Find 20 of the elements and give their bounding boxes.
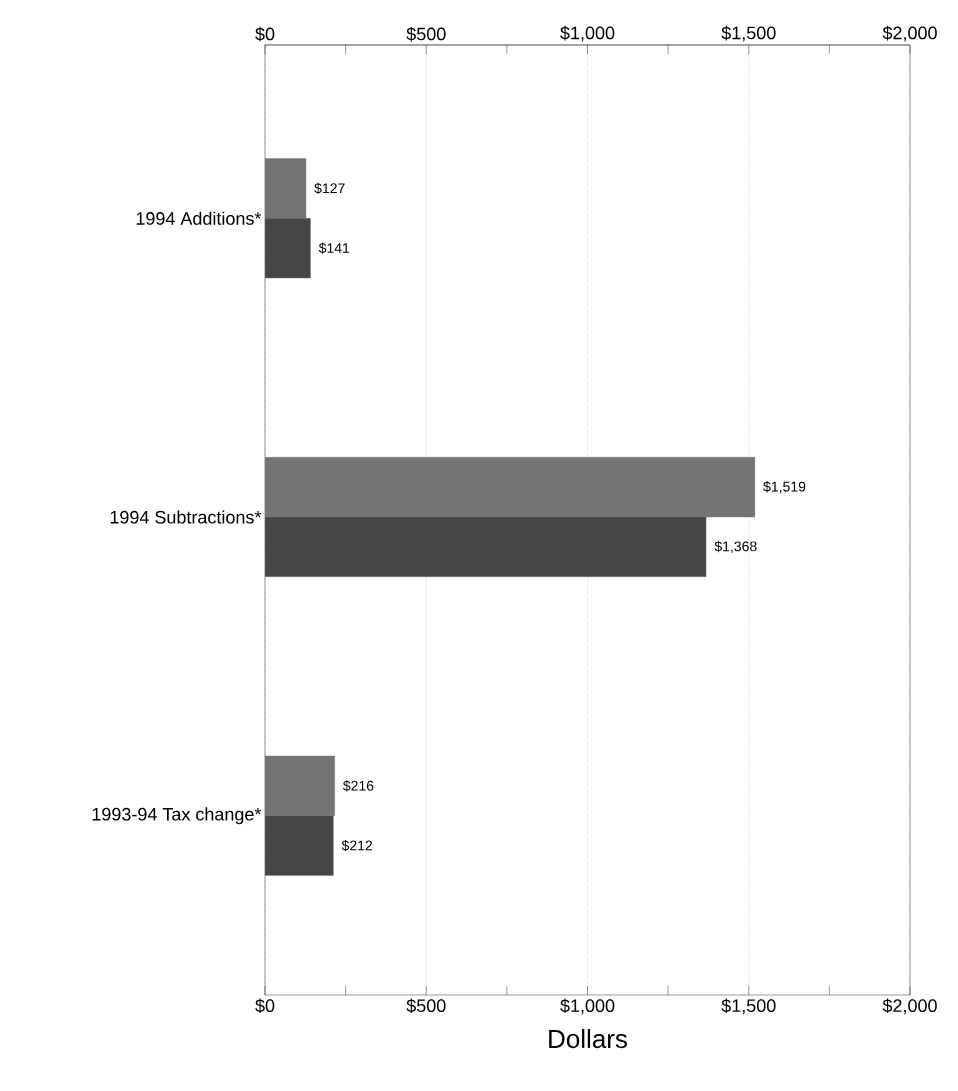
data-label: $1,519 <box>763 481 806 494</box>
x-tick-label: $2,000 <box>882 25 937 42</box>
x2-tick-label: $0 <box>255 998 275 1014</box>
data-label: $1,368 <box>714 540 757 553</box>
data-label: $212 <box>341 839 373 852</box>
x-tick-label: $500 <box>406 26 446 42</box>
data-label: $216 <box>343 780 374 792</box>
x2-tick-label: $1,000 <box>560 998 615 1015</box>
x2-tick-label: $1,500 <box>721 998 776 1015</box>
y-tick-label: 1994 Subtractions* <box>110 510 262 524</box>
x2-tick-label: $500 <box>406 998 446 1014</box>
data-label: $141 <box>318 242 350 254</box>
x2-tick-label: $2,000 <box>882 998 937 1015</box>
x-tick-label: $1,500 <box>721 25 776 42</box>
y-tick-label: 1994 Additions* <box>136 211 262 225</box>
x-axis-title: Dollars <box>549 1029 627 1049</box>
x-tick-label: $0 <box>255 26 275 42</box>
data-label: $127 <box>314 182 345 195</box>
y-tick-label: 1993-94 Tax change* <box>92 807 262 825</box>
x-tick-label: $1,000 <box>560 25 615 42</box>
